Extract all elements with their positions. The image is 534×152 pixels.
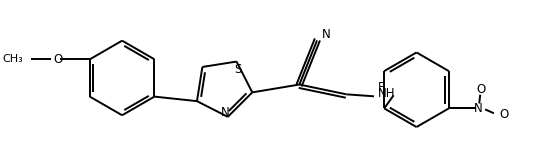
Text: N: N [322, 28, 331, 41]
Text: N: N [474, 102, 483, 115]
Text: O: O [476, 83, 486, 96]
Text: O: O [500, 108, 509, 121]
Text: F: F [378, 81, 384, 94]
Text: S: S [234, 63, 241, 76]
Text: N: N [221, 106, 229, 119]
Text: CH₃: CH₃ [2, 54, 23, 64]
Text: NH: NH [378, 87, 395, 100]
Text: O: O [54, 53, 63, 66]
